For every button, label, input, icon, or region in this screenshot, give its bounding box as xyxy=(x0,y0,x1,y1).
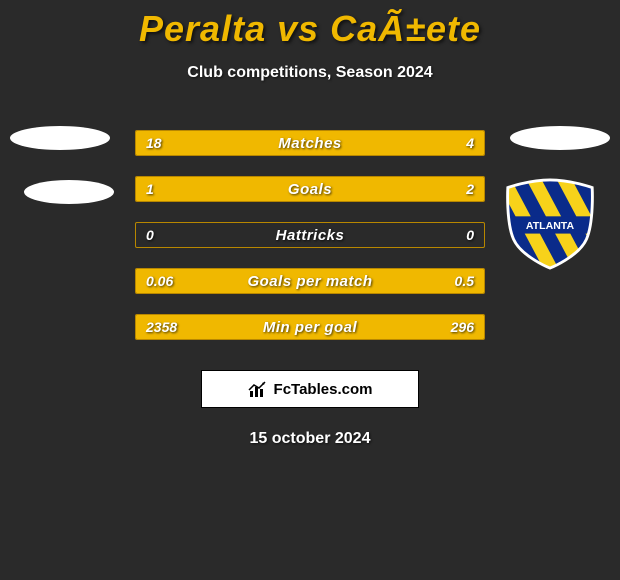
stat-value-right: 0 xyxy=(466,227,474,243)
stat-row: 2358 Min per goal 296 xyxy=(0,304,620,350)
stat-label: Goals per match xyxy=(247,273,372,290)
stat-value-left: 18 xyxy=(146,135,162,151)
stat-row: 1 Goals 2 xyxy=(0,166,620,212)
title-vs: vs xyxy=(277,8,319,49)
stat-value-right: 296 xyxy=(451,319,474,335)
stat-row: 0.06 Goals per match 0.5 xyxy=(0,258,620,304)
brand-box[interactable]: FcTables.com xyxy=(201,370,419,408)
subtitle: Club competitions, Season 2024 xyxy=(0,64,620,82)
page-title: Peralta vs CaÃ±ete xyxy=(0,0,620,50)
stat-value-left: 0 xyxy=(146,227,154,243)
stats-table: 18 Matches 4 1 Goals 2 0 Hattricks 0 0.0… xyxy=(0,120,620,350)
stat-row: 18 Matches 4 xyxy=(0,120,620,166)
stat-bar: 2358 Min per goal 296 xyxy=(135,314,485,340)
stat-value-left: 2358 xyxy=(146,319,177,335)
stat-fill-right xyxy=(421,131,484,155)
title-player-left: Peralta xyxy=(139,8,266,49)
stat-bar: 0.06 Goals per match 0.5 xyxy=(135,268,485,294)
stat-label: Goals xyxy=(288,181,332,198)
stat-value-left: 0.06 xyxy=(146,273,173,289)
stat-label: Matches xyxy=(278,135,342,152)
stat-fill-right xyxy=(251,177,484,201)
stat-bar: 1 Goals 2 xyxy=(135,176,485,202)
stat-value-right: 0.5 xyxy=(455,273,474,289)
chart-icon xyxy=(248,381,268,397)
stat-label: Min per goal xyxy=(263,319,357,336)
brand-text: FcTables.com xyxy=(274,381,373,398)
stat-bar: 18 Matches 4 xyxy=(135,130,485,156)
stat-bar: 0 Hattricks 0 xyxy=(135,222,485,248)
stat-value-right: 4 xyxy=(466,135,474,151)
stat-value-left: 1 xyxy=(146,181,154,197)
title-player-right: CaÃ±ete xyxy=(330,8,481,49)
stat-value-right: 2 xyxy=(466,181,474,197)
footer-date: 15 october 2024 xyxy=(0,430,620,448)
stat-label: Hattricks xyxy=(276,227,345,244)
stat-row: 0 Hattricks 0 xyxy=(0,212,620,258)
